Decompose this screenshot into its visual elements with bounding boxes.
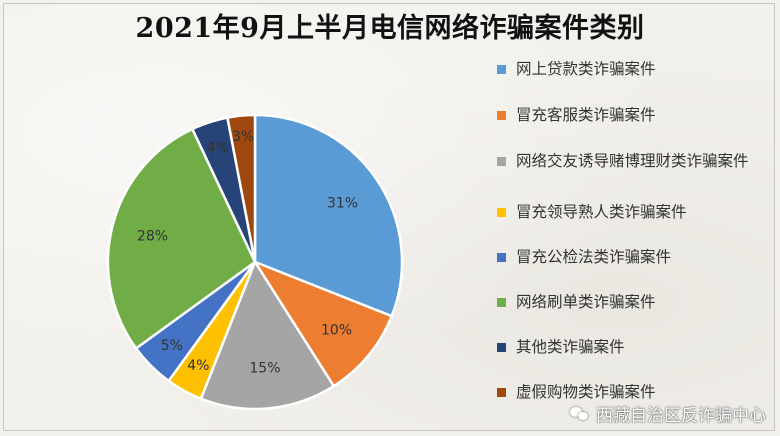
data-label-4: 5%	[161, 338, 183, 354]
legend-label-4: 冒充公检法类诈骗案件	[516, 248, 672, 266]
legend-label-0: 网上贷款类诈骗案件	[516, 60, 656, 78]
pie-slice-7	[225, 113, 257, 263]
legend-item-7: 虚假购物类诈骗案件	[496, 383, 761, 402]
legend-item-4: 冒充公检法类诈骗案件	[496, 248, 761, 267]
watermark: 西藏自治区反诈骗中心	[570, 401, 766, 426]
data-label-7: 3%	[232, 129, 254, 145]
legend-label-2: 网络交友诱导赌博理财类诈骗案件	[516, 152, 749, 170]
legend-swatch-0	[497, 65, 506, 74]
legend-label-7: 虚假购物类诈骗案件	[516, 383, 656, 401]
data-label-2: 15%	[249, 360, 280, 376]
legend-swatch-3	[497, 208, 506, 217]
legend-item-6: 其他类诈骗案件	[496, 338, 761, 357]
legend-swatch-6	[497, 343, 506, 352]
legend-label-1: 冒充客服类诈骗案件	[516, 106, 656, 124]
legend-swatch-7	[497, 388, 506, 397]
legend-swatch-1	[497, 111, 506, 120]
legend-label-3: 冒充领导熟人类诈骗案件	[516, 203, 687, 221]
wechat-icon	[570, 406, 590, 421]
legend-item-5: 网络刷单类诈骗案件	[496, 293, 761, 312]
legend-item-3: 冒充领导熟人类诈骗案件	[496, 203, 761, 222]
data-label-5: 28%	[137, 229, 168, 245]
pie-slice-0	[253, 113, 404, 318]
legend-swatch-2	[497, 157, 506, 166]
legend-item-1: 冒充客服类诈骗案件	[496, 106, 761, 125]
legend-item-0: 网上贷款类诈骗案件	[496, 60, 761, 79]
legend-swatch-4	[497, 253, 506, 262]
legend-label-6: 其他类诈骗案件	[516, 338, 625, 356]
data-label-0: 31%	[327, 196, 358, 212]
data-label-1: 10%	[321, 322, 352, 338]
data-label-3: 4%	[187, 358, 209, 374]
legend-swatch-5	[497, 298, 506, 307]
watermark-text: 西藏自治区反诈骗中心	[596, 406, 766, 426]
pie-slice-2	[199, 259, 336, 411]
data-label-6: 4%	[207, 140, 229, 156]
pie-slice-1	[251, 259, 394, 388]
chart-title: 2021年9月上半月电信网络诈骗案件类别	[135, 13, 645, 44]
legend-item-2: 网络交友诱导赌博理财类诈骗案件	[496, 152, 761, 171]
legend-label-5: 网络刷单类诈骗案件	[516, 293, 656, 311]
pie-slice-5	[106, 127, 257, 351]
